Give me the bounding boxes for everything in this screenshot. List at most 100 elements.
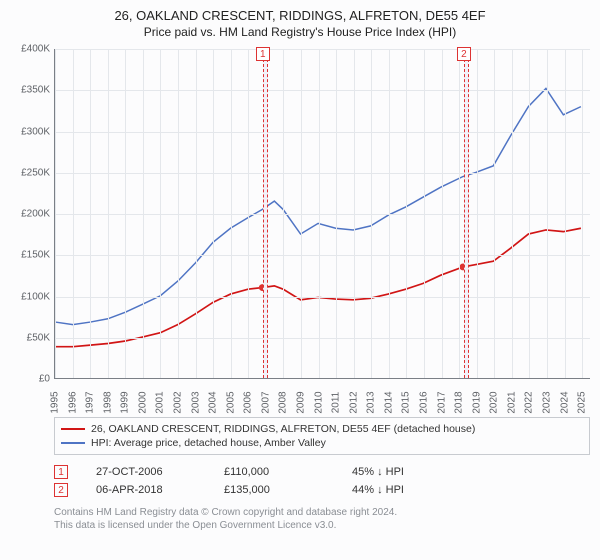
gridline-h [55,49,590,50]
xtick-label: 1996 [67,391,78,413]
xtick-label: 2002 [173,391,184,413]
plot-area: 1995199619971998199920002001200220032004… [54,49,590,379]
gridline-v [354,49,355,378]
footer-line: This data is licensed under the Open Gov… [54,520,590,533]
page-subtitle: Price paid vs. HM Land Registry's House … [10,25,590,39]
gridline-h [55,255,590,256]
xtick-label: 2021 [506,391,517,413]
gridline-v [406,49,407,378]
sale-delta: 44% ↓ HPI [352,484,452,496]
gridline-v [196,49,197,378]
sale-date: 06-APR-2018 [96,484,196,496]
gridline-v [73,49,74,378]
xtick-label: 2005 [225,391,236,413]
chart-container: 26, OAKLAND CRESCENT, RIDDINGS, ALFRETON… [0,0,600,560]
xtick-label: 2018 [454,391,465,413]
gridline-v [319,49,320,378]
gridline-v [389,49,390,378]
gridline-v [231,49,232,378]
legend: 26, OAKLAND CRESCENT, RIDDINGS, ALFRETON… [54,417,590,455]
gridline-h [55,338,590,339]
xtick-label: 2012 [348,391,359,413]
xtick-label: 2008 [278,391,289,413]
ytick-label: £350K [10,85,50,96]
xtick-label: 1998 [102,391,113,413]
xtick-label: 2013 [366,391,377,413]
gridline-v [160,49,161,378]
footer-line: Contains HM Land Registry data © Crown c… [54,507,590,520]
legend-item-hpi: HPI: Average price, detached house, Ambe… [61,436,583,450]
sale-price: £135,000 [224,484,324,496]
gridline-v [108,49,109,378]
gridline-v [442,49,443,378]
gridline-v [494,49,495,378]
gridline-h [55,132,590,133]
gridline-v [336,49,337,378]
ytick-label: £50K [10,332,50,343]
gridline-v [283,49,284,378]
xtick-label: 2010 [313,391,324,413]
legend-label: 26, OAKLAND CRESCENT, RIDDINGS, ALFRETON… [91,423,475,435]
band-tag: 1 [256,47,270,61]
gridline-v [512,49,513,378]
legend-swatch [61,442,85,444]
sale-date: 27-OCT-2006 [96,466,196,478]
gridline-h [55,297,590,298]
gridline-v [125,49,126,378]
xtick-label: 2014 [383,391,394,413]
sale-row: 1 27-OCT-2006 £110,000 45% ↓ HPI [54,463,590,481]
gridline-v [459,49,460,378]
gridline-h [55,90,590,91]
xtick-label: 2001 [155,391,166,413]
xtick-label: 2007 [260,391,271,413]
xtick-label: 2025 [577,391,588,413]
xtick-label: 2006 [243,391,254,413]
gridline-v [143,49,144,378]
gridline-v [301,49,302,378]
xtick-label: 2024 [559,391,570,413]
sale-delta: 45% ↓ HPI [352,466,452,478]
legend-label: HPI: Average price, detached house, Ambe… [91,437,326,449]
ytick-label: £250K [10,167,50,178]
gridline-v [178,49,179,378]
gridline-v [582,49,583,378]
gridline-v [477,49,478,378]
ytick-label: £150K [10,250,50,261]
gridline-v [371,49,372,378]
gridline-h [55,214,590,215]
gridline-v [547,49,548,378]
xtick-label: 2004 [208,391,219,413]
xtick-label: 2020 [489,391,500,413]
gridline-v [90,49,91,378]
gridline-v [213,49,214,378]
xtick-label: 2016 [419,391,430,413]
gridline-v [529,49,530,378]
xtick-label: 2011 [331,392,342,414]
sale-price: £110,000 [224,466,324,478]
ytick-label: £400K [10,44,50,55]
ytick-label: £300K [10,126,50,137]
sale-tag: 2 [54,483,68,497]
xtick-label: 2000 [137,391,148,413]
sale-band [263,49,268,378]
sale-band [464,49,469,378]
xtick-label: 2023 [542,391,553,413]
xtick-label: 2019 [471,391,482,413]
line-chart: 1995199619971998199920002001200220032004… [54,49,590,379]
footer: Contains HM Land Registry data © Crown c… [54,507,590,532]
xtick-label: 2022 [524,391,535,413]
band-tag: 2 [457,47,471,61]
xtick-label: 2003 [190,391,201,413]
sale-row: 2 06-APR-2018 £135,000 44% ↓ HPI [54,481,590,499]
legend-swatch [61,428,85,430]
gridline-v [424,49,425,378]
sales-table: 1 27-OCT-2006 £110,000 45% ↓ HPI 2 06-AP… [54,463,590,499]
xtick-label: 1995 [50,391,61,413]
xtick-label: 1997 [85,391,96,413]
ytick-label: £0 [10,374,50,385]
xtick-label: 2017 [436,391,447,413]
xtick-label: 2009 [296,391,307,413]
gridline-h [55,173,590,174]
xtick-label: 1999 [120,391,131,413]
xtick-label: 2015 [401,391,412,413]
